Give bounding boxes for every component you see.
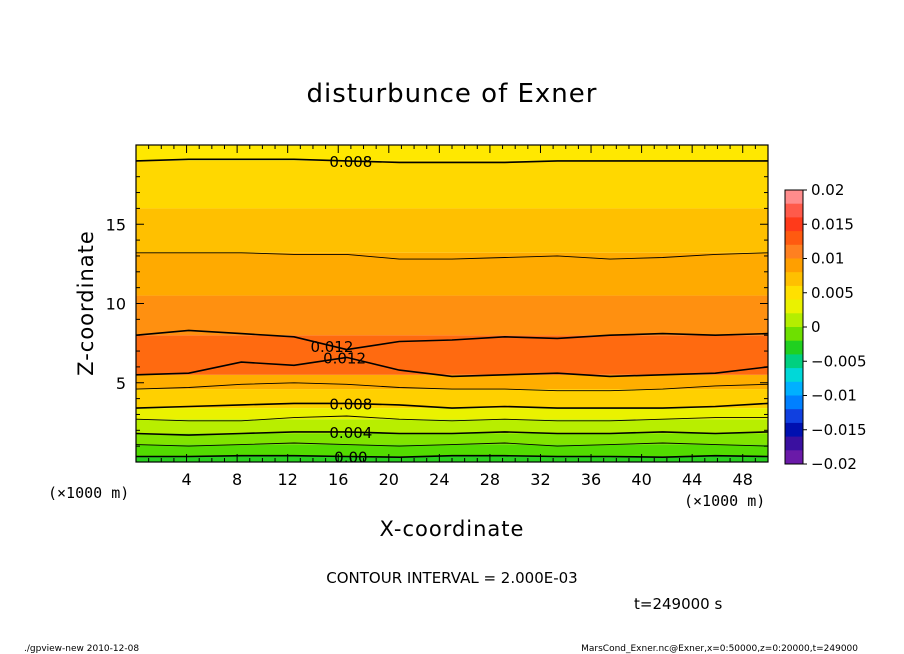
colorbar-cell-5 (785, 258, 803, 273)
y-axis-ticks: 5 10 15 (106, 160, 768, 447)
colorbar-tick-label: −0.005 (811, 352, 867, 370)
y-axis-label: Z-coordinate (74, 230, 98, 376)
contour-line-8 (136, 252, 769, 260)
x-tick-label: 4 (181, 470, 191, 489)
footer-left: ./gpview-new 2010-12-08 (24, 644, 139, 654)
contour-label-6: 0.012 (323, 350, 366, 368)
y-tick-label: 5 (116, 374, 126, 393)
contour-line-1 (135, 442, 769, 447)
colorbar-cell-10 (785, 327, 803, 342)
colorbar-tick-labels: 0.02 0.015 0.01 0.005 0 −0.005 −0.01 −0.015 −0.0… (803, 181, 867, 473)
colorbar-tick-label: 0 (811, 318, 821, 336)
colorbar-tick-label: 0.005 (811, 284, 854, 302)
x-unit-right: (×1000 m) (684, 492, 765, 510)
colorbar (784, 189, 804, 465)
footer-right: MarsCond_Exner.nc@Exner,x=0:50000,z=0:20… (581, 644, 858, 654)
contour-line-3 (135, 415, 768, 422)
fill-band-7 (136, 335, 768, 375)
fill-band-1 (136, 444, 768, 457)
colorbar-tick-label: 0.02 (811, 181, 844, 199)
colorbar-tick-label: −0.02 (811, 455, 857, 473)
fill-band-9 (136, 252, 768, 296)
y-tick-label: 10 (106, 295, 126, 314)
contour-line-4 (135, 402, 769, 409)
colorbar-cell-1 (785, 203, 803, 218)
x-tick-label: 40 (631, 470, 651, 489)
contour-label-9: 0.008 (329, 153, 372, 171)
colorbar-cell-3 (785, 231, 803, 246)
x-tick-label: 44 (682, 470, 702, 489)
fill-band-10 (136, 208, 768, 253)
colorbar-cell-7 (785, 285, 803, 301)
x-tick-label: 20 (379, 470, 399, 489)
fill-band-12 (136, 145, 768, 161)
x-tick-label: 48 (733, 470, 753, 489)
x-tick-label: 24 (429, 470, 449, 489)
x-tick-label: 36 (581, 470, 601, 489)
fill-band-11 (136, 160, 768, 209)
x-tick-label: 8 (232, 470, 242, 489)
x-tick-label: 16 (328, 470, 348, 489)
fill-band-3 (136, 419, 768, 434)
colorbar-cell-16 (785, 409, 803, 424)
time-text: t=249000 s (634, 595, 722, 613)
colorbar-cell-13 (785, 368, 803, 383)
contour-line-7 (135, 329, 769, 351)
contour-line-6 (135, 356, 769, 378)
colorbar-cell-17 (785, 422, 803, 438)
colorbar-cell-8 (785, 299, 803, 314)
colorbar-cell-12 (785, 354, 803, 369)
fill-band-2 (136, 433, 768, 445)
colorbar-cell-11 (785, 340, 803, 355)
chart-title: disturbunce of Exner (307, 79, 598, 109)
colorbar-tick-label: 0.015 (811, 215, 854, 233)
colorbar-tick-label: −0.01 (811, 387, 857, 405)
contour-line-9 (135, 158, 768, 164)
colorbar-cell-6 (785, 272, 803, 287)
contour-label-2: 0.004 (329, 424, 372, 442)
contour-label-7: 0.012 (310, 338, 353, 356)
colorbar-cell-9 (785, 313, 803, 328)
contour-interval-text: CONTOUR INTERVAL = 2.000E-03 (326, 569, 577, 587)
fill-band-6 (136, 374, 768, 390)
x-tick-label: 12 (278, 470, 298, 489)
x-tick-label: 28 (480, 470, 500, 489)
contour-layer (135, 158, 769, 459)
colorbar-cell-14 (785, 381, 803, 396)
contour-line-5 (135, 382, 769, 392)
colorbar-cell-4 (785, 244, 803, 259)
x-unit-left: (×1000 m) (48, 484, 129, 502)
contour-line-2 (135, 431, 769, 436)
colorbar-cell-19 (785, 450, 803, 465)
plot-fill-layer (136, 145, 768, 462)
contour-line-0 (136, 454, 769, 459)
colorbar-tick-label: 0.01 (811, 250, 844, 268)
x-axis-label: X-coordinate (380, 517, 525, 541)
colorbar-cell-15 (785, 395, 803, 410)
contour-label-4: 0.008 (329, 395, 372, 413)
colorbar-tick-label: −0.015 (811, 421, 867, 439)
fill-band-8 (136, 295, 768, 336)
colorbar-cell-18 (785, 436, 803, 451)
y-tick-label: 15 (106, 215, 126, 234)
colorbar-cell-2 (785, 217, 803, 232)
x-axis-ticks: 4 8 12 16 20 24 28 32 36 40 44 48 (148, 145, 756, 489)
x-tick-label: 32 (530, 470, 550, 489)
contour-label-0: 0.00 (334, 449, 367, 467)
fill-band-4 (136, 408, 768, 420)
colorbar-cell-0 (785, 190, 803, 205)
